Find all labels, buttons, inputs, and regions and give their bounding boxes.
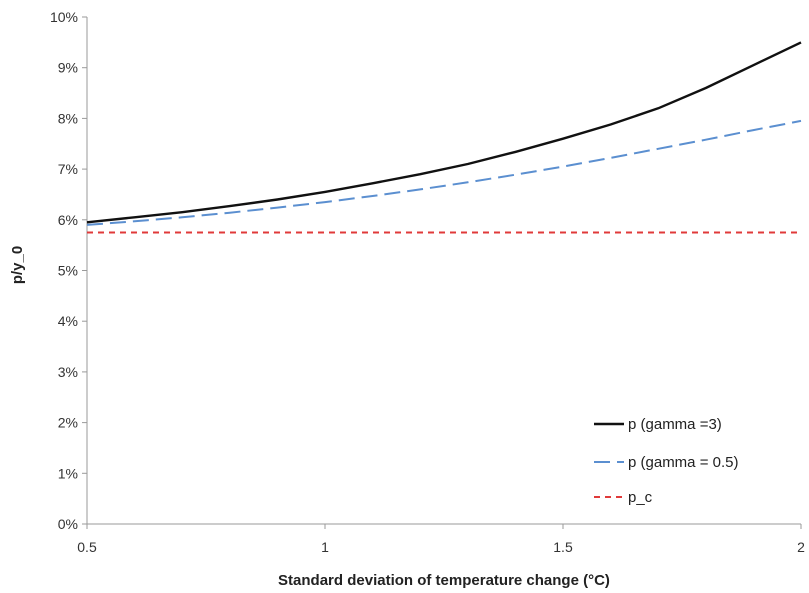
- y-tick-label: 6%: [58, 212, 78, 228]
- x-tick-label: 1: [321, 539, 329, 555]
- legend-item-1: p (gamma = 0.5): [594, 454, 738, 471]
- legend-item-0: p (gamma =3): [594, 416, 722, 433]
- y-tick-label: 7%: [58, 161, 78, 177]
- legend: p (gamma =3) p (gamma = 0.5) p_c: [594, 416, 738, 506]
- y-axis-ticks: 0% 1% 2% 3% 4% 5% 6% 7% 8% 9% 10%: [50, 9, 87, 532]
- x-tick-label: 0.5: [77, 539, 97, 555]
- legend-label-0: p (gamma =3): [628, 416, 722, 433]
- series-line-1: [86, 119, 802, 226]
- series-layer: [86, 41, 802, 234]
- y-axis-title: p/y_0: [9, 246, 26, 284]
- x-axis-ticks: 0.5 1 1.5 2: [77, 524, 805, 555]
- y-tick-label: 10%: [50, 9, 78, 25]
- y-tick-label: 3%: [58, 364, 78, 380]
- x-tick-label: 1.5: [553, 539, 573, 555]
- y-tick-label: 5%: [58, 263, 78, 279]
- legend-label-2: p_c: [628, 489, 653, 506]
- y-tick-label: 2%: [58, 415, 78, 431]
- legend-label-1: p (gamma = 0.5): [628, 454, 738, 471]
- y-tick-label: 4%: [58, 313, 78, 329]
- x-tick-label: 2: [797, 539, 805, 555]
- series-line-0: [86, 41, 802, 224]
- y-tick-label: 0%: [58, 516, 78, 532]
- y-tick-label: 9%: [58, 60, 78, 76]
- legend-item-2: p_c: [594, 489, 653, 506]
- y-tick-label: 1%: [58, 465, 78, 481]
- y-tick-label: 8%: [58, 110, 78, 126]
- x-axis-title: Standard deviation of temperature change…: [278, 572, 610, 589]
